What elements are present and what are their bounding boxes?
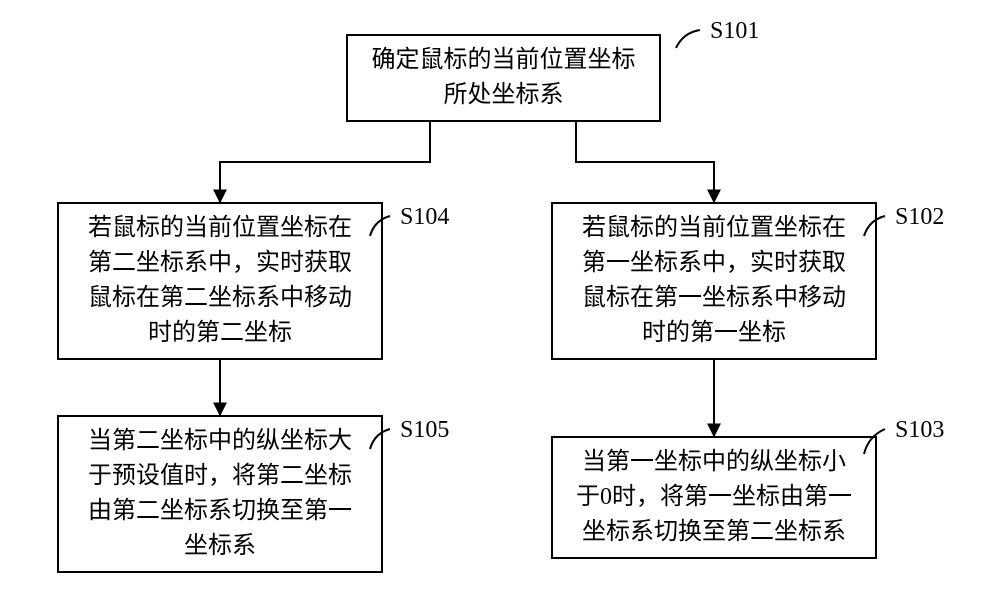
node-s105-text: 当第二坐标中的纵坐标大于预设值时，将第二坐标由第二坐标系切换至第一坐标系 — [88, 424, 352, 563]
node-s102: 若鼠标的当前位置坐标在第一坐标系中，实时获取鼠标在第一坐标系中移动时的第一坐标 — [551, 202, 877, 360]
node-s105: 当第二坐标中的纵坐标大于预设值时，将第二坐标由第二坐标系切换至第一坐标系 — [57, 415, 383, 573]
label-s104: S104 — [400, 204, 449, 231]
label-s102: S102 — [895, 204, 944, 231]
node-s103-text: 当第一坐标中的纵坐标小于0时，将第一坐标由第一坐标系切换至第二坐标系 — [576, 445, 852, 549]
node-s104-text: 若鼠标的当前位置坐标在第二坐标系中，实时获取鼠标在第二坐标系中移动时的第二坐标 — [88, 211, 352, 350]
node-s101: 确定鼠标的当前位置坐标所处坐标系 — [346, 34, 661, 122]
node-s102-text: 若鼠标的当前位置坐标在第一坐标系中，实时获取鼠标在第一坐标系中移动时的第一坐标 — [582, 211, 846, 350]
node-s104: 若鼠标的当前位置坐标在第二坐标系中，实时获取鼠标在第二坐标系中移动时的第二坐标 — [57, 202, 383, 360]
label-s105: S105 — [400, 417, 449, 444]
node-s103: 当第一坐标中的纵坐标小于0时，将第一坐标由第一坐标系切换至第二坐标系 — [551, 436, 877, 559]
label-s101: S101 — [710, 18, 759, 45]
flowchart-canvas: 确定鼠标的当前位置坐标所处坐标系 若鼠标的当前位置坐标在第二坐标系中，实时获取鼠… — [0, 0, 1000, 595]
label-s103: S103 — [895, 417, 944, 444]
node-s101-text: 确定鼠标的当前位置坐标所处坐标系 — [372, 43, 636, 113]
